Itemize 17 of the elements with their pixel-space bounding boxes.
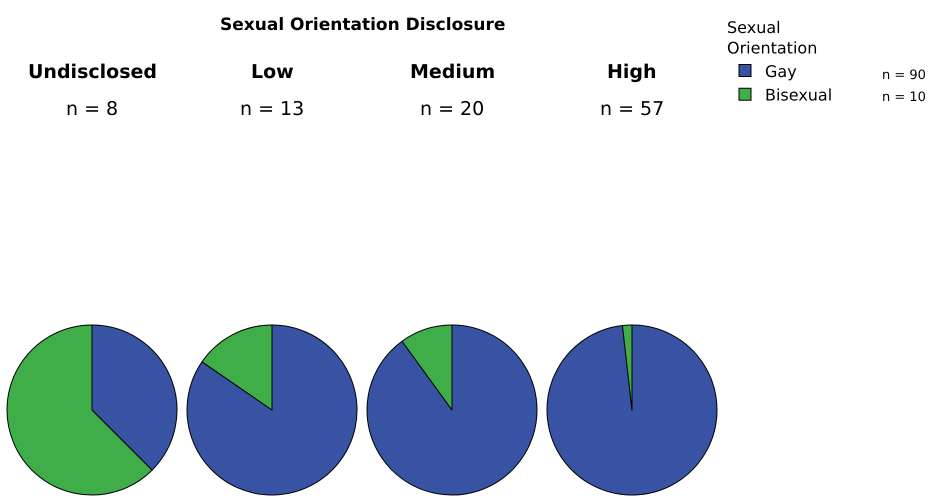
chart-subtitle: n = 57	[600, 98, 664, 120]
chart-title: Medium	[410, 61, 496, 83]
text: n = 10	[882, 90, 926, 105]
legend-title: Sexual Orientation	[727, 18, 818, 58]
pie-slice	[546, 324, 718, 496]
text: n = 8	[66, 98, 118, 120]
pie-slice	[186, 324, 358, 496]
chart-subtitle: n = 20	[420, 98, 484, 120]
chart-subtitle: n = 13	[240, 98, 304, 120]
chart-title: Low	[251, 61, 294, 83]
text: n = 90	[882, 68, 926, 83]
chart-title: High	[607, 61, 657, 83]
legend-label: Bisexual	[765, 86, 832, 105]
legend-label: Gay	[765, 62, 797, 81]
chart-title: Undisclosed	[28, 61, 158, 83]
text: Sexual Orientation Disclosure	[220, 15, 506, 35]
pie-slice	[366, 324, 538, 496]
